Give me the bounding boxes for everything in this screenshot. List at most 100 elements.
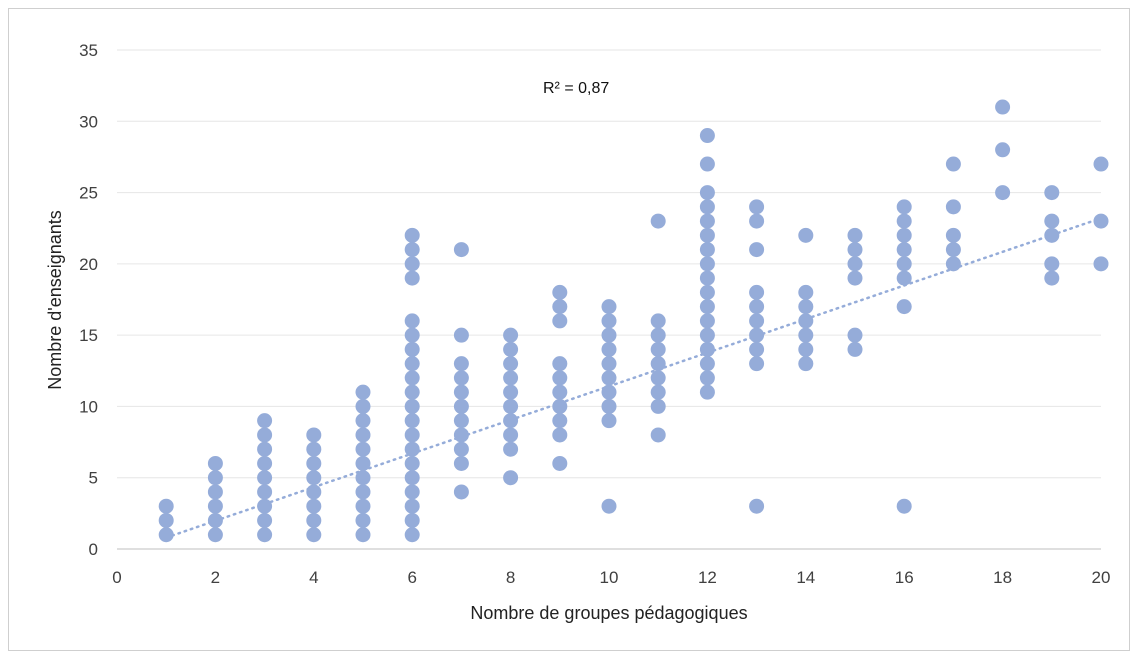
data-point — [749, 341, 765, 357]
data-point — [601, 341, 617, 357]
data-point — [207, 455, 223, 471]
data-point — [404, 242, 420, 258]
data-point — [404, 413, 420, 429]
data-point — [404, 498, 420, 514]
data-point — [306, 427, 322, 443]
data-point — [404, 527, 420, 543]
data-point — [503, 441, 519, 457]
data-point — [404, 384, 420, 400]
trendline — [164, 216, 1103, 539]
y-tick-label: 20 — [79, 255, 98, 274]
data-point — [798, 284, 814, 300]
data-point — [552, 398, 568, 414]
y-tick-label: 25 — [79, 184, 98, 203]
data-point — [601, 313, 617, 329]
chart-frame — [8, 8, 1130, 651]
data-point — [404, 356, 420, 372]
data-point — [601, 384, 617, 400]
x-tick-label: 8 — [506, 568, 515, 587]
x-tick-label: 4 — [309, 568, 318, 587]
data-point — [650, 356, 666, 372]
data-point — [257, 427, 273, 443]
y-tick-label: 0 — [89, 540, 98, 559]
data-point — [798, 341, 814, 357]
data-point — [699, 199, 715, 215]
data-point — [699, 256, 715, 272]
data-point — [306, 527, 322, 543]
data-point — [257, 470, 273, 486]
data-point — [847, 242, 863, 258]
data-point — [749, 313, 765, 329]
data-point — [306, 484, 322, 500]
data-point — [257, 527, 273, 543]
data-point — [896, 213, 912, 229]
data-point — [257, 455, 273, 471]
data-point — [355, 498, 371, 514]
x-tick-label: 0 — [112, 568, 121, 587]
data-point — [699, 128, 715, 144]
data-point — [650, 384, 666, 400]
data-point — [552, 427, 568, 443]
x-tick-label: 12 — [698, 568, 717, 587]
data-point — [749, 284, 765, 300]
x-tick-label: 20 — [1092, 568, 1111, 587]
data-point — [749, 242, 765, 258]
data-point — [945, 227, 961, 243]
data-point — [847, 341, 863, 357]
data-point — [207, 527, 223, 543]
data-point — [945, 156, 961, 172]
data-point — [552, 455, 568, 471]
data-point — [552, 299, 568, 315]
data-point — [404, 427, 420, 443]
x-tick-label: 18 — [993, 568, 1012, 587]
data-point — [404, 398, 420, 414]
y-tick-label: 5 — [89, 469, 98, 488]
data-point — [1093, 256, 1109, 272]
data-point — [650, 427, 666, 443]
data-point — [306, 498, 322, 514]
x-axis-label: Nombre de groupes pédagogiques — [470, 603, 747, 623]
data-point — [699, 213, 715, 229]
data-point — [650, 370, 666, 386]
data-point — [503, 327, 519, 343]
data-point — [453, 384, 469, 400]
data-point — [699, 156, 715, 172]
data-point — [699, 327, 715, 343]
data-point — [355, 413, 371, 429]
x-tick-label: 10 — [600, 568, 619, 587]
data-point — [453, 242, 469, 258]
data-point — [453, 370, 469, 386]
data-point — [404, 341, 420, 357]
data-point — [404, 455, 420, 471]
data-point — [207, 470, 223, 486]
data-points — [158, 99, 1109, 543]
data-point — [503, 384, 519, 400]
data-point — [896, 227, 912, 243]
data-point — [699, 313, 715, 329]
data-point — [749, 356, 765, 372]
data-point — [699, 384, 715, 400]
data-point — [355, 470, 371, 486]
data-point — [650, 398, 666, 414]
data-point — [847, 270, 863, 286]
data-point — [601, 299, 617, 315]
data-point — [453, 441, 469, 457]
x-tick-label: 2 — [211, 568, 220, 587]
data-point — [798, 227, 814, 243]
data-point — [847, 227, 863, 243]
data-point — [749, 498, 765, 514]
trendline-group — [164, 216, 1103, 539]
data-point — [355, 398, 371, 414]
data-point — [650, 313, 666, 329]
data-point — [404, 470, 420, 486]
data-point — [749, 213, 765, 229]
data-point — [995, 142, 1011, 158]
data-point — [503, 341, 519, 357]
data-point — [945, 242, 961, 258]
data-point — [404, 484, 420, 500]
data-point — [945, 256, 961, 272]
data-point — [1044, 270, 1060, 286]
data-point — [798, 313, 814, 329]
data-point — [896, 256, 912, 272]
